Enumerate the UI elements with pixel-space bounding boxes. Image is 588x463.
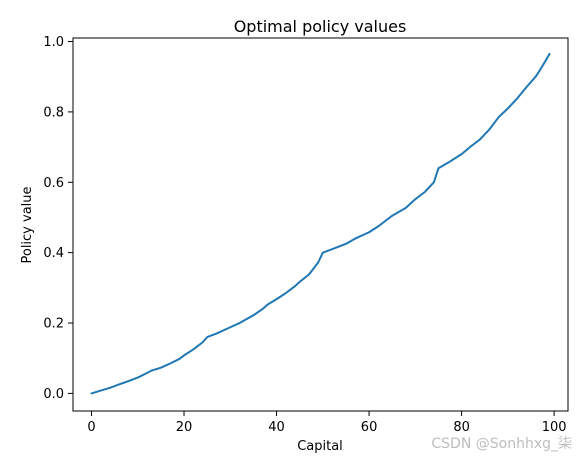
x-axis: 0 20 40 60 80 100 bbox=[87, 411, 567, 435]
y-tick-label: 1.0 bbox=[43, 35, 64, 50]
watermark: CSDN @Sonhhxg_柒 bbox=[431, 436, 572, 452]
x-tick-label: 20 bbox=[176, 420, 193, 435]
y-tick-label: 0.4 bbox=[43, 246, 64, 261]
y-tick-label: 0.8 bbox=[43, 105, 64, 120]
x-axis-label: Capital bbox=[297, 439, 343, 454]
series-layer bbox=[90, 52, 551, 395]
y-tick-label: 0.0 bbox=[43, 387, 64, 402]
x-tick-label: 40 bbox=[268, 420, 285, 435]
plot-area bbox=[72, 37, 569, 412]
y-axis-label: Policy value bbox=[20, 186, 35, 263]
x-tick-label: 60 bbox=[361, 420, 378, 435]
x-tick-label: 100 bbox=[542, 420, 567, 435]
y-axis: 0.0 0.2 0.4 0.6 0.8 1.0 bbox=[43, 35, 73, 402]
x-tick-label: 0 bbox=[87, 420, 95, 435]
series-line bbox=[90, 52, 551, 395]
x-tick-label: 80 bbox=[453, 420, 470, 435]
y-tick-label: 0.6 bbox=[43, 176, 64, 191]
y-tick-label: 0.2 bbox=[43, 317, 64, 332]
chart-title: Optimal policy values bbox=[234, 17, 407, 36]
